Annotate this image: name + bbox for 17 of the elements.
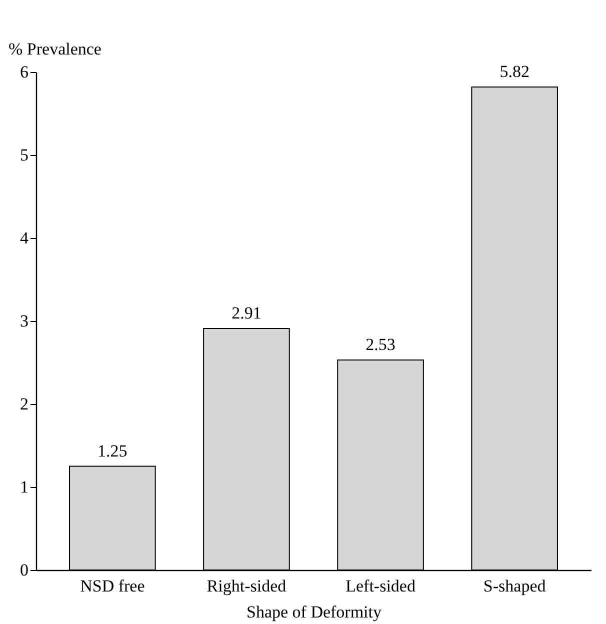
data-label: 2.53	[366, 335, 396, 354]
y-tick-label: 1	[20, 478, 28, 496]
x-axis-title: Shape of Deformity	[246, 602, 382, 622]
data-label: 1.25	[98, 441, 128, 460]
y-tick-label: 4	[20, 228, 29, 248]
x-tick-label: S-shaped	[483, 576, 546, 596]
y-tick-label: 0	[20, 560, 28, 580]
x-tick-label: Left-sided	[346, 576, 416, 596]
x-tick-label: Right-sided	[206, 576, 287, 596]
data-label: 2.91	[232, 303, 262, 322]
data-label: 5.82	[500, 62, 530, 81]
y-tick-label: 6	[20, 62, 28, 82]
y-tick-label: 5	[20, 146, 28, 164]
x-tick-label: NSD free	[80, 576, 145, 596]
y-tick-label: 2	[20, 394, 28, 414]
y-axis-title: % Prevalence	[8, 40, 102, 58]
y-tick-label: 3	[20, 312, 28, 330]
